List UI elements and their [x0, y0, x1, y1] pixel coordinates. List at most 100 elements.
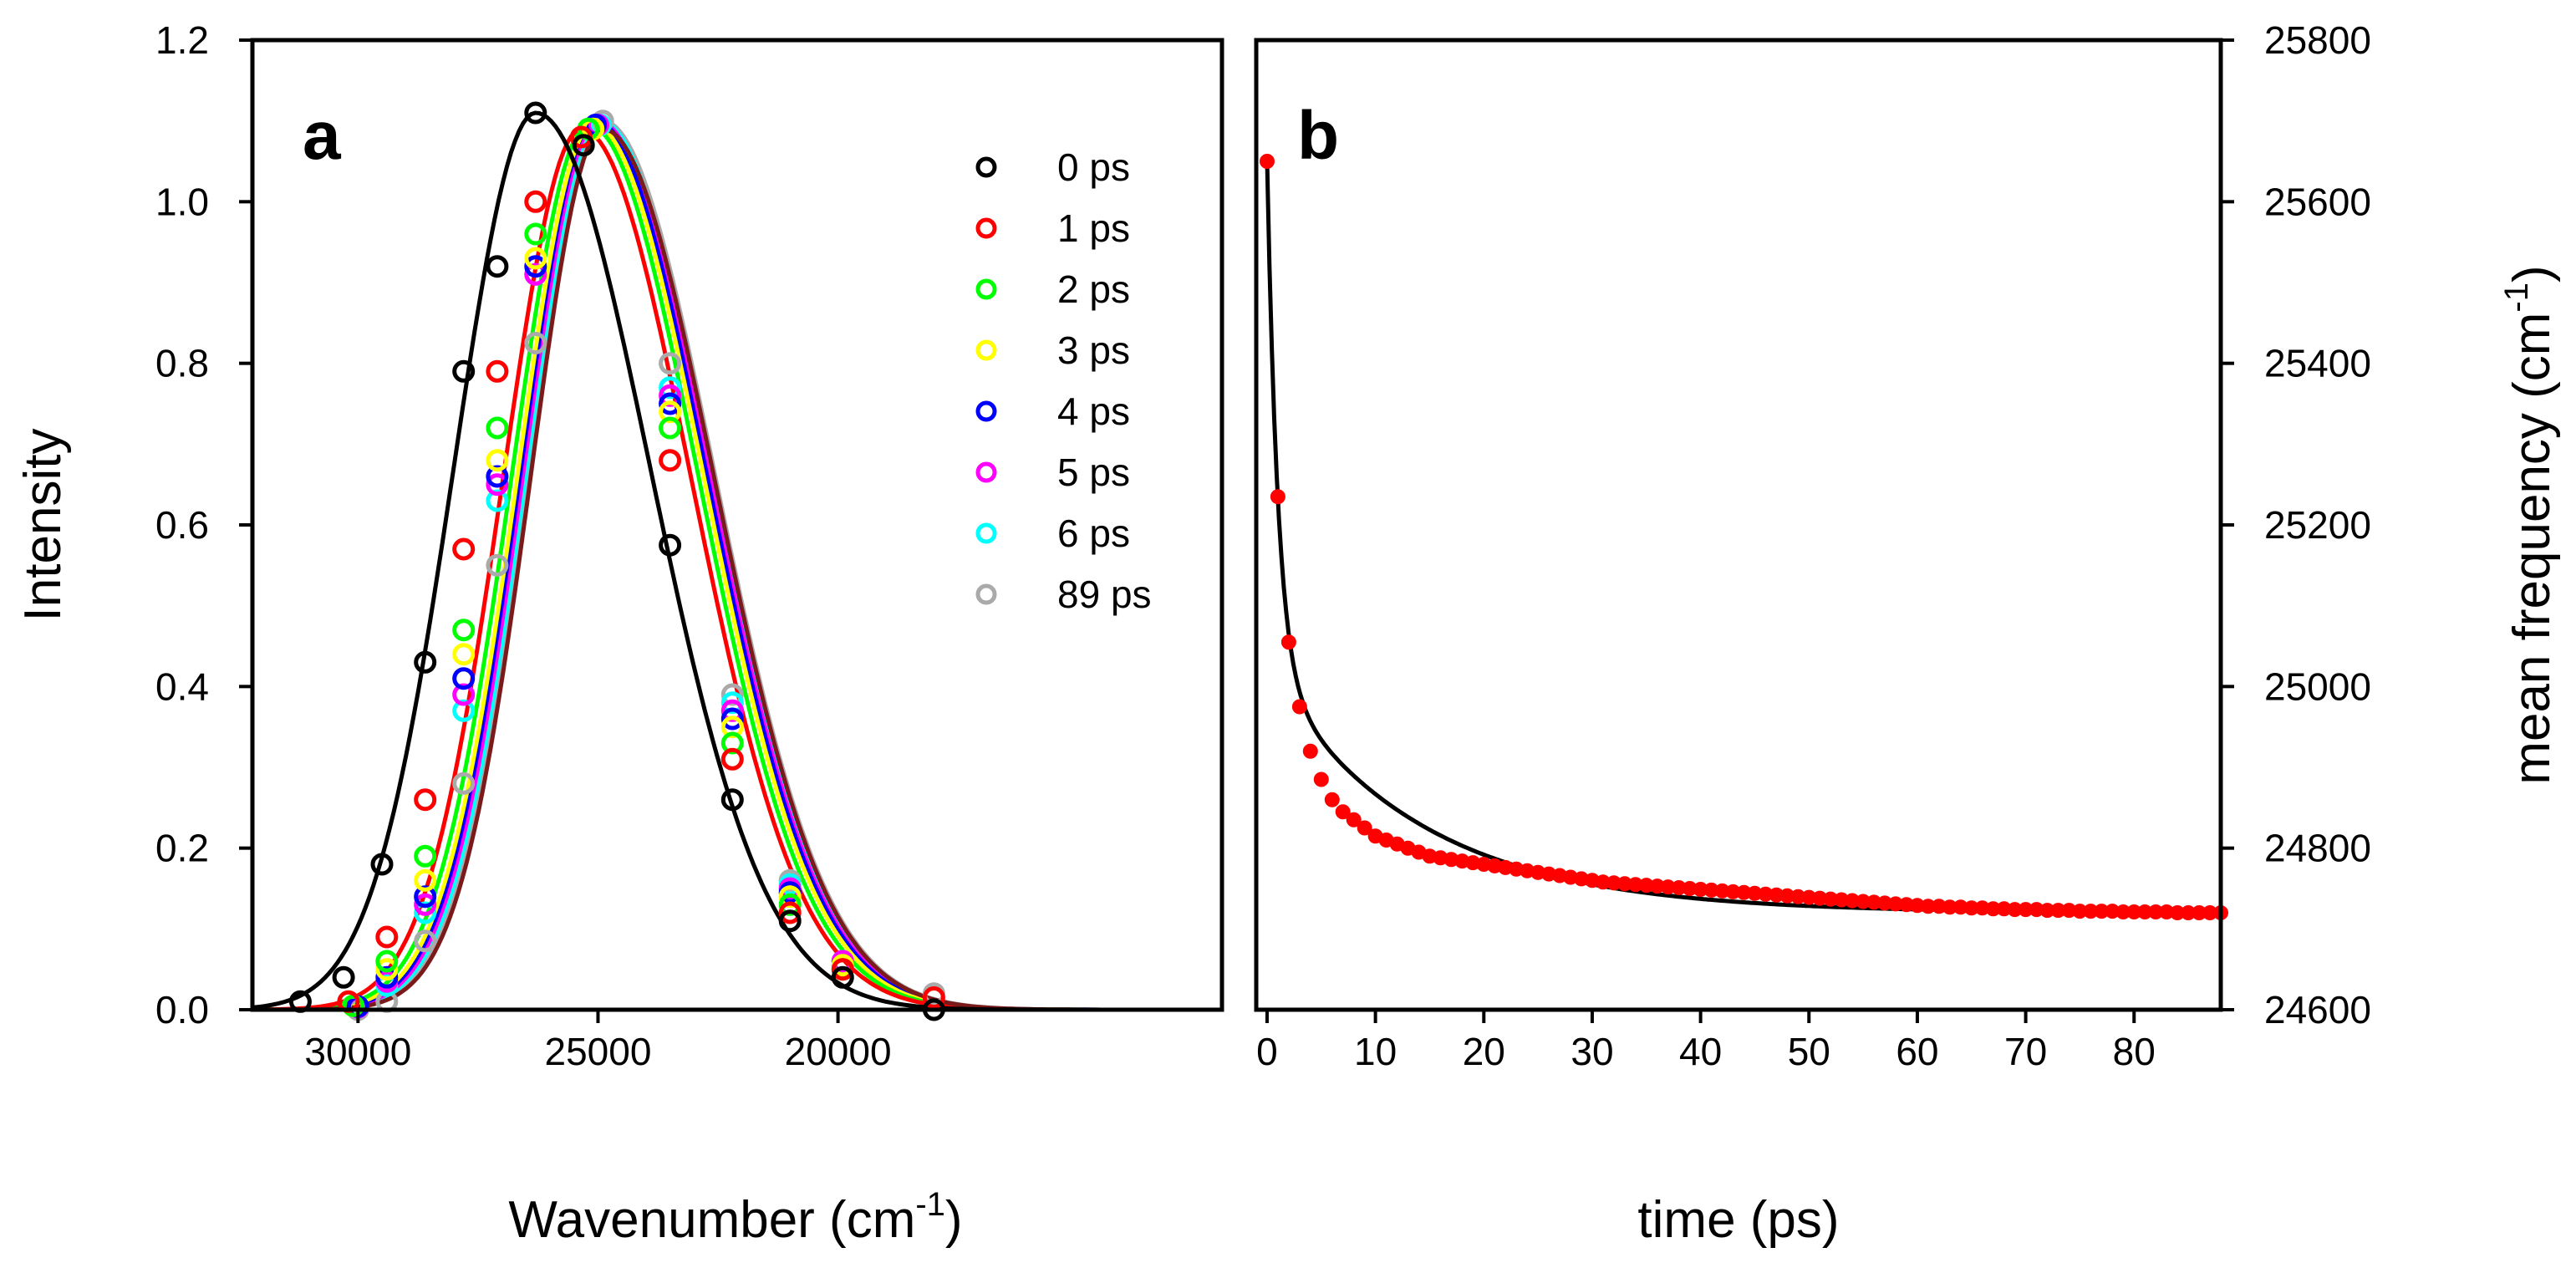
data-point-89-ps-5: [524, 332, 547, 354]
data-point-4-ps-3: [452, 667, 476, 690]
data-point-2-ps-2: [414, 844, 437, 868]
data-point-0-ps-1: [332, 965, 355, 989]
fit-curve-3-ps: [252, 123, 1222, 1012]
data-point-4: [1302, 743, 1318, 759]
y-tick-label-25800: 25800: [2264, 18, 2371, 62]
data-point-0-ps-9: [720, 788, 744, 812]
y-tick-label-25400: 25400: [2264, 342, 2371, 385]
data-point-3-ps-8: [720, 715, 744, 739]
data-point-3-ps-2: [414, 868, 437, 892]
data-point-2-ps-4: [486, 416, 509, 440]
panel-b-frame: [1254, 38, 2223, 1012]
x-tick-label-70: 70: [2004, 1030, 2047, 1073]
x-tick-label-25000: 25000: [545, 1030, 652, 1073]
x-tick-label-80: 80: [2113, 1030, 2156, 1073]
data-point-5-ps-8: [720, 699, 744, 722]
data-point-1-ps-2: [414, 788, 437, 812]
panel-a-x-axis-title-sup: -1: [915, 1186, 945, 1223]
data-point-2-ps-0: [342, 994, 365, 1017]
panel-a-fit-curves: [252, 110, 1222, 1012]
data-point-3: [1291, 699, 1307, 715]
data-point-3-ps-4: [486, 449, 509, 472]
legend-marker-0-ps: [975, 156, 997, 178]
panel-b-y-axis-title-end: ): [2503, 265, 2561, 283]
panel-a-letter: a: [303, 98, 342, 174]
data-point-2-ps-5: [524, 222, 547, 246]
data-point-6-ps-2: [414, 901, 437, 924]
data-point-3-ps-1: [375, 958, 399, 981]
x-tick-label-60: 60: [1896, 1030, 1938, 1073]
y-tick-label-1-2: 1.2: [155, 18, 209, 62]
legend-marker-6-ps: [975, 522, 997, 544]
x-tick-label-20: 20: [1463, 1030, 1505, 1073]
legend-label-0-ps: 0 ps: [1057, 145, 1130, 189]
fit-curve-6-ps: [252, 119, 1222, 1012]
data-point-4-ps-4: [486, 465, 509, 488]
y-tick-label-0-6: 0.6: [155, 503, 209, 547]
y-tick-label-0-8: 0.8: [155, 342, 209, 385]
data-point-0-ps-7: [572, 134, 595, 157]
panel-a-y-ticks: 0.0 0.2 0.4 0.6 0.8 1.0 1.2: [155, 18, 252, 1031]
data-point-1-ps-11: [922, 986, 945, 1009]
y-tick-label-25600: 25600: [2264, 180, 2371, 223]
fit-curve-89-ps: [252, 119, 1222, 1012]
data-point-1-ps-10: [831, 958, 854, 981]
data-point-0-ps-6: [524, 101, 547, 125]
data-point-2-ps-1: [375, 950, 399, 973]
panel-a-x-ticks: 30000 25000 20000: [304, 1010, 892, 1073]
data-point-5-ps-7: [659, 384, 682, 407]
data-point-6-ps-3: [452, 699, 476, 722]
data-point-1-ps-9: [778, 901, 802, 924]
fit-curve-5-ps: [252, 119, 1222, 1012]
data-point-0-ps-10: [778, 909, 802, 933]
panel-a-x-axis-title-main: Wavenumber (cm: [508, 1191, 915, 1249]
data-point-3-ps-5: [524, 247, 547, 270]
data-point-0-ps-2: [370, 853, 394, 876]
data-point-0-ps-11: [831, 965, 854, 989]
panel-a-x-axis-title: Wavenumber (cm-1): [508, 1186, 962, 1249]
panel-a-data-points: [288, 101, 945, 1021]
legend-label-2-ps: 2 ps: [1057, 267, 1130, 311]
panel-b: 0 10 20 30 40 50 60 70 80 24600 24800 25000 25200 25…: [1254, 18, 2561, 1249]
data-point-0-ps-5: [486, 255, 509, 278]
data-point-2-ps-7: [659, 416, 682, 440]
panel-b-y-axis-title-main: mean frequency (cm: [2503, 313, 2561, 785]
fit-curve-2-ps: [252, 122, 1222, 1012]
y-tick-label-24800: 24800: [2264, 827, 2371, 870]
panel-a-x-axis-title-end: ): [945, 1191, 963, 1249]
legend-marker-2-ps: [975, 278, 997, 300]
data-point-6-ps-4: [486, 489, 509, 512]
legend-marker-4-ps: [975, 400, 997, 422]
data-point-0: [1260, 154, 1275, 169]
data-point-89-ps-3: [452, 771, 476, 795]
data-point-6: [1324, 792, 1340, 807]
y-tick-label-0-4: 0.4: [155, 665, 209, 708]
x-tick-label-30000: 30000: [304, 1030, 411, 1073]
x-tick-label-30: 30: [1571, 1030, 1613, 1073]
data-point-1-ps-3: [452, 537, 476, 561]
x-tick-label-40: 40: [1679, 1030, 1722, 1073]
panel-a: 30000 25000 20000 0.00.20.40.60.81.01.2 a …: [14, 18, 1224, 1249]
data-point-3-ps-7: [659, 400, 682, 424]
legend-marker-5-ps: [975, 461, 997, 483]
data-point-0-ps-8: [659, 533, 682, 557]
panel-b-y-ticks: 24600 24800 25000 25200 25400 25600 25800: [2221, 18, 2371, 1031]
panel-b-x-axis-title: time (ps): [1637, 1191, 1839, 1249]
legend-label-1-ps: 1 ps: [1057, 206, 1130, 250]
x-tick-label-0: 0: [1256, 1030, 1278, 1073]
x-tick-label-20000: 20000: [785, 1030, 892, 1073]
y-tick-label-1-0: 1.0: [155, 180, 209, 223]
panel-b-x-ticks: 0 10 20 30 40 50 60 70 80: [1256, 1010, 2156, 1073]
y-tick-label-24600: 24600: [2264, 988, 2371, 1031]
fit-curve-4-ps: [252, 119, 1222, 1012]
panel-b-y-axis-title-sup: -1: [2498, 283, 2535, 313]
data-point-0-ps-3: [414, 650, 437, 674]
data-point-4-ps-1: [375, 965, 399, 989]
data-point-1: [1270, 489, 1285, 505]
legend-marker-1-ps: [975, 217, 997, 239]
x-tick-label-10: 10: [1354, 1030, 1397, 1073]
data-point-5-ps-2: [414, 893, 437, 916]
panel-b-y-axis-title: mean frequency (cm-1): [2498, 265, 2561, 784]
fit-curve-1-ps: [252, 126, 1222, 1012]
